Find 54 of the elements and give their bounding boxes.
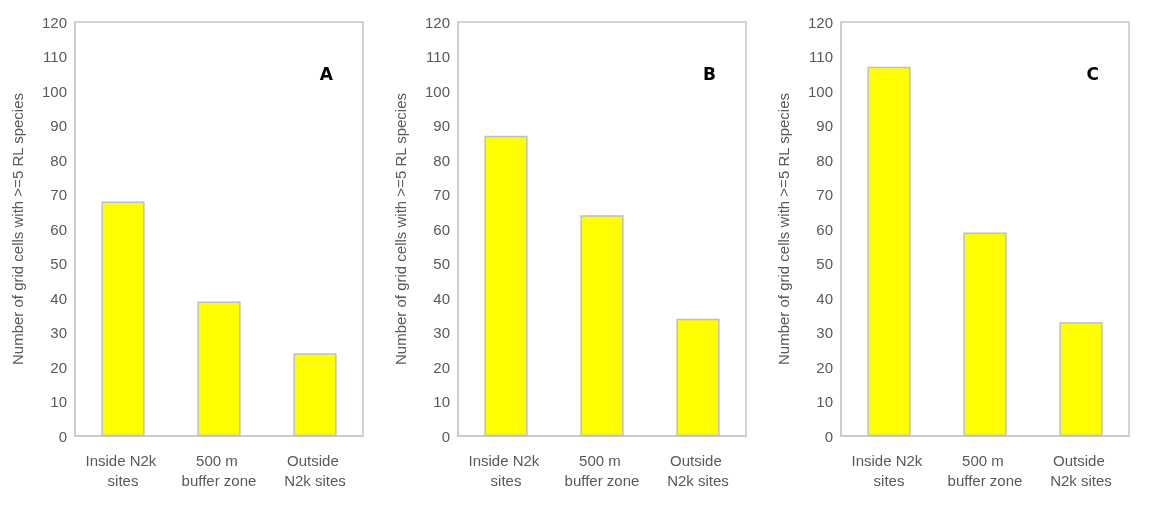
y-tick-label: 20 [50,358,67,376]
y-tick-label: 30 [816,324,833,341]
x-tick-label: Inside N2k sites [851,451,927,489]
y-tick-label: 100 [41,82,67,100]
x-tick-label: Outside N2k sites [667,451,729,489]
y-axis-title: Number of grid cells with >=5 RL species [9,92,26,366]
y-tick-label: 110 [809,48,833,65]
y-axis-title: Number of grid cells with >=5 RL species [775,92,792,366]
y-tick-label: 30 [433,324,450,341]
y-tick-label: 0 [824,427,833,445]
y-tick-label: 110 [43,48,67,65]
y-tick-label: 10 [50,393,67,410]
y-tick-label: 100 [807,82,833,100]
y-tick-label: 120 [807,13,833,31]
y-tick-label: 90 [50,117,67,134]
y-tick-label: 50 [50,255,67,272]
y-tick-label: 70 [50,186,67,203]
y-axis-title: Number of grid cells with >=5 RL species [392,92,409,366]
x-tick-label: Outside N2k sites [284,451,346,489]
y-tick-label: 10 [816,393,833,410]
annotation: C [1086,63,1100,84]
y-tick-label: 70 [433,186,450,203]
x-tick-label: 500 m buffer zone [564,451,640,489]
y-tick-label: 90 [816,117,833,134]
y-tick-label: 120 [424,13,450,31]
y-tick-label: 110 [426,48,450,65]
y-tick-label: 40 [433,289,450,307]
y-tick-label: 20 [433,358,450,376]
x-tick-label: 500 m buffer zone [947,451,1023,489]
y-tick-label: 40 [50,289,67,307]
y-tick-label: 40 [816,289,833,307]
y-tick-label: 80 [50,151,67,169]
y-tick-label: 0 [441,427,450,445]
x-tick-label: 500 m buffer zone [181,451,257,489]
y-tick-label: 60 [433,220,450,238]
y-tick-label: 90 [433,117,450,134]
y-tick-label: 0 [58,427,67,445]
y-tick-label: 70 [816,186,833,203]
annotation: A [319,63,334,84]
y-tick-label: 100 [424,82,450,100]
y-tick-label: 60 [816,220,833,238]
y-tick-label: 20 [816,358,833,376]
y-tick-label: 50 [816,255,833,272]
y-tick-label: 80 [816,151,833,169]
y-tick-label: 30 [50,324,67,341]
y-tick-label: 120 [41,13,67,31]
y-tick-label: 60 [50,220,67,238]
y-tick-label: 50 [433,255,450,272]
annotation: B [703,63,717,84]
x-tick-label: Inside N2k sites [468,451,544,489]
y-tick-label: 80 [433,151,450,169]
y-tick-label: 10 [433,393,450,410]
x-tick-label: Outside N2k sites [1050,451,1112,489]
x-tick-label: Inside N2k sites [85,451,161,489]
